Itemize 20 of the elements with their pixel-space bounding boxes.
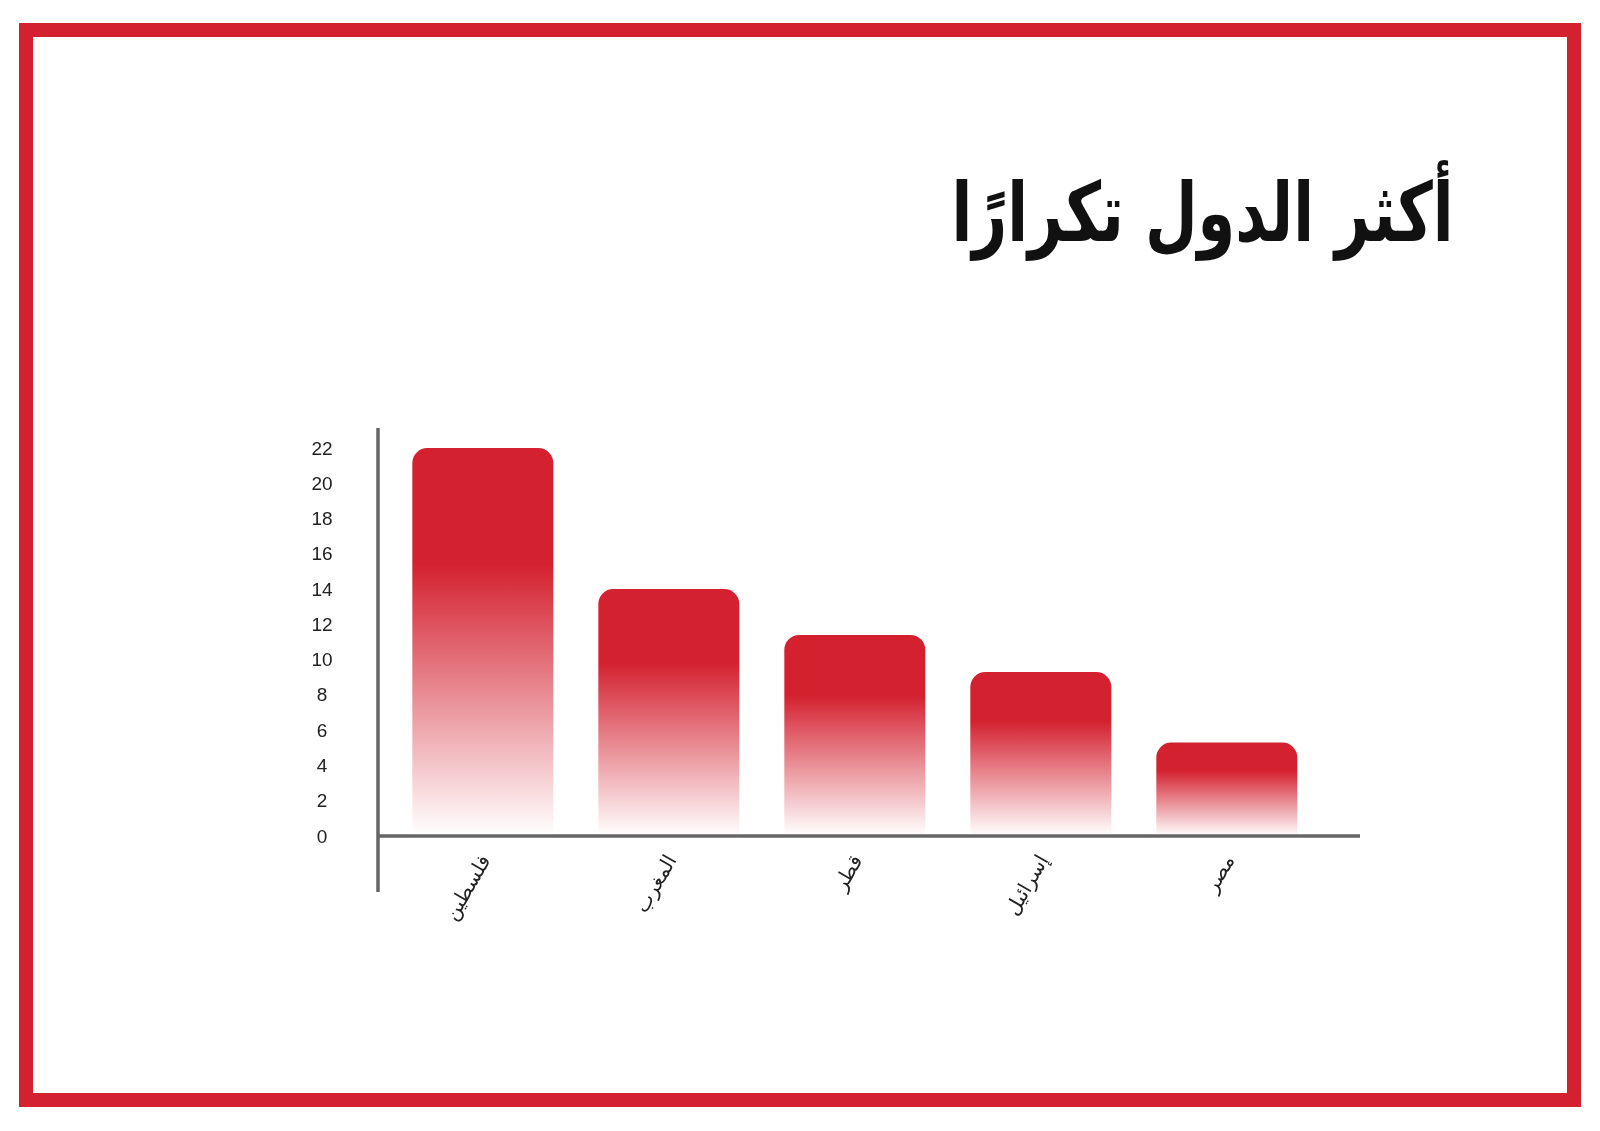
x-tick-label: قطر: [827, 850, 868, 896]
y-tick-label: 12: [311, 613, 333, 635]
y-tick-label: 16: [311, 543, 333, 565]
y-tick-label: 14: [311, 578, 333, 600]
bar: [970, 671, 1112, 836]
bar: [784, 634, 926, 836]
x-tick-label: مصر: [1198, 850, 1240, 898]
y-tick-label: 18: [311, 508, 333, 530]
y-tick-label: 2: [316, 790, 328, 812]
x-tick-label: فلسطين: [438, 850, 496, 925]
y-tick-label: 8: [316, 684, 328, 706]
y-tick-label: 22: [311, 437, 333, 459]
y-tick-label: 10: [311, 649, 333, 671]
x-tick-label: المغرب: [629, 850, 682, 917]
y-tick-label: 4: [316, 754, 328, 776]
x-tick-label: إسرائيل: [999, 850, 1055, 920]
y-tick-label: 20: [311, 472, 333, 494]
y-tick-label: 0: [316, 825, 328, 847]
y-tick-label: 6: [316, 719, 328, 741]
bar: [1156, 742, 1298, 836]
